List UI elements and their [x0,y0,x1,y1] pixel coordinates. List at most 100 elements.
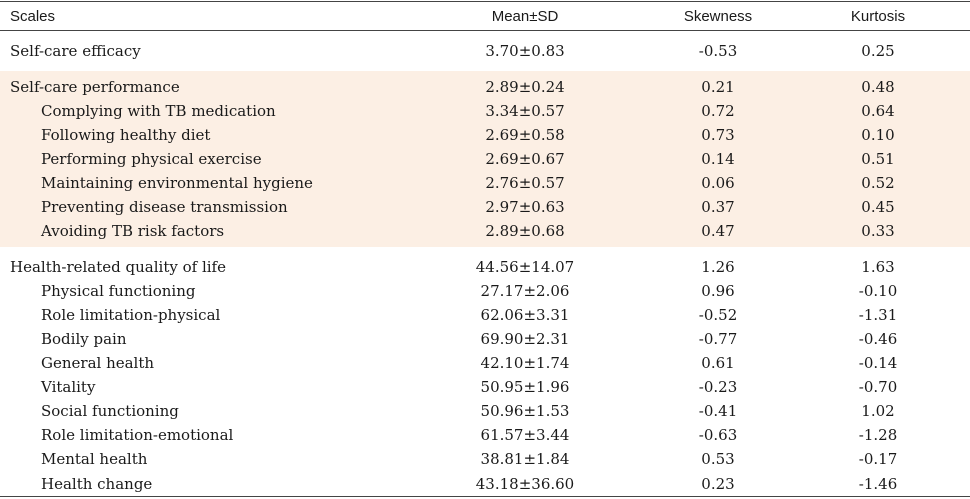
table-row: Preventing disease transmission 2.97±0.6… [0,195,970,219]
table-body: Self-care efficacy 3.70±0.83 -0.53 0.25 … [0,31,970,497]
table-row: Complying with TB medication 3.34±0.57 0… [0,99,970,123]
band-spacer [0,243,970,247]
row-name: Complying with TB medication [0,99,400,123]
row-kurtosis: -0.46 [858,330,898,348]
row-skewness: -0.52 [698,306,738,324]
table-row: Health change 43.18±36.60 0.23 -1.46 [0,471,970,497]
row-skewness: 0.06 [650,171,786,195]
table-row: Bodily pain 69.90±2.31 -0.77 -0.46 [0,327,970,351]
row-mean-sd: 2.76±0.57 [400,171,650,195]
table-header: Scales Mean±SD Skewness Kurtosis [0,1,970,31]
row-kurtosis: -0.14 [858,354,898,372]
row-kurtosis: -1.46 [786,471,970,497]
row-kurtosis: 0.51 [786,147,970,171]
row-skewness: 0.96 [701,282,735,300]
row-mean-sd: 2.89±0.68 [400,219,650,243]
row-name: Mental health [41,450,148,468]
row-name: Health change [0,471,400,497]
row-name: Preventing disease transmission [0,195,400,219]
row-mean-sd: 2.69±0.67 [400,147,650,171]
row-name: Maintaining environmental hygiene [0,171,400,195]
row-skewness: -0.53 [698,42,738,60]
row-mean-sd: 42.10±1.74 [480,354,570,372]
header-kurtosis: Kurtosis [786,1,970,31]
row-skewness: -0.63 [698,426,738,444]
header-mean-sd: Mean±SD [400,1,650,31]
table-row: Role limitation-emotional 61.57±3.44 -0.… [0,423,970,447]
row-kurtosis: 0.33 [786,219,970,243]
row-skewness: 0.72 [650,99,786,123]
row-kurtosis: -1.28 [858,426,898,444]
header-row: Scales Mean±SD Skewness Kurtosis [0,1,970,31]
row-mean-sd: 2.97±0.63 [400,195,650,219]
row-mean-sd: 50.95±1.96 [480,378,570,396]
row-mean-sd: 43.18±36.60 [400,471,650,497]
row-name: Avoiding TB risk factors [0,219,400,243]
row-skewness: 0.23 [650,471,786,497]
row-kurtosis: 0.10 [786,123,970,147]
row-name: General health [41,354,155,372]
row-skewness: 0.61 [701,354,735,372]
row-mean-sd: 50.96±1.53 [480,402,570,420]
row-mean-sd: 69.90±2.31 [480,330,570,348]
row-kurtosis: 0.52 [786,171,970,195]
row-mean-sd: 38.81±1.84 [480,450,570,468]
row-skewness: 0.37 [650,195,786,219]
row-kurtosis: 0.25 [861,42,895,60]
row-mean-sd: 2.89±0.24 [400,75,650,99]
row-mean-sd: 3.70±0.83 [485,42,565,60]
row-kurtosis: 0.48 [786,75,970,99]
row-mean-sd: 27.17±2.06 [480,282,570,300]
row-skewness: -0.77 [698,330,738,348]
row-kurtosis: -1.31 [858,306,898,324]
row-mean-sd: 2.69±0.58 [400,123,650,147]
table-row: Health-related quality of life 44.56±14.… [0,255,970,279]
table-row: Mental health 38.81±1.84 0.53 -0.17 [0,447,970,471]
row-name: Health-related quality of life [10,258,226,276]
row-mean-sd: 3.34±0.57 [400,99,650,123]
header-skewness: Skewness [650,1,786,31]
row-name: Bodily pain [41,330,127,348]
table-row: Social functioning 50.96±1.53 -0.41 1.02 [0,399,970,423]
row-name: Performing physical exercise [0,147,400,171]
row-kurtosis: 0.45 [786,195,970,219]
table-row: Self-care efficacy 3.70±0.83 -0.53 0.25 [0,39,970,63]
header-scales: Scales [0,1,400,31]
row-skewness: -0.23 [698,378,738,396]
row-skewness: 0.47 [650,219,786,243]
row-mean-sd: 62.06±3.31 [480,306,570,324]
band-spacer [0,71,970,75]
row-kurtosis: 1.63 [861,258,895,276]
row-name: Role limitation-physical [41,306,221,324]
table-row: General health 42.10±1.74 0.61 -0.14 [0,351,970,375]
row-kurtosis: 0.64 [786,99,970,123]
table-row: Self-care performance 2.89±0.24 0.21 0.4… [0,75,970,99]
row-name: Following healthy diet [0,123,400,147]
spacer-row [0,31,970,40]
row-kurtosis: -0.70 [858,378,898,396]
table-row: Role limitation-physical 62.06±3.31 -0.5… [0,303,970,327]
row-skewness: 0.21 [650,75,786,99]
row-name: Vitality [41,378,96,396]
table-row: Avoiding TB risk factors 2.89±0.68 0.47 … [0,219,970,243]
row-name: Role limitation-emotional [41,426,234,444]
table-row: Physical functioning 27.17±2.06 0.96 -0.… [0,279,970,303]
row-kurtosis: -0.10 [858,282,898,300]
table-row: Maintaining environmental hygiene 2.76±0… [0,171,970,195]
table-row: Vitality 50.95±1.96 -0.23 -0.70 [0,375,970,399]
row-name: Physical functioning [41,282,196,300]
row-skewness: 1.26 [701,258,735,276]
row-name: Self-care performance [0,75,400,99]
row-kurtosis: 1.02 [861,402,895,420]
table-row: Following healthy diet 2.69±0.58 0.73 0.… [0,123,970,147]
row-skewness: -0.41 [698,402,738,420]
spacer-row [0,247,970,255]
row-skewness: 0.73 [650,123,786,147]
row-name: Social functioning [41,402,179,420]
spacer-row [0,63,970,71]
table-row: Performing physical exercise 2.69±0.67 0… [0,147,970,171]
row-name: Self-care efficacy [10,42,141,60]
row-kurtosis: -0.17 [858,450,898,468]
row-mean-sd: 61.57±3.44 [480,426,570,444]
